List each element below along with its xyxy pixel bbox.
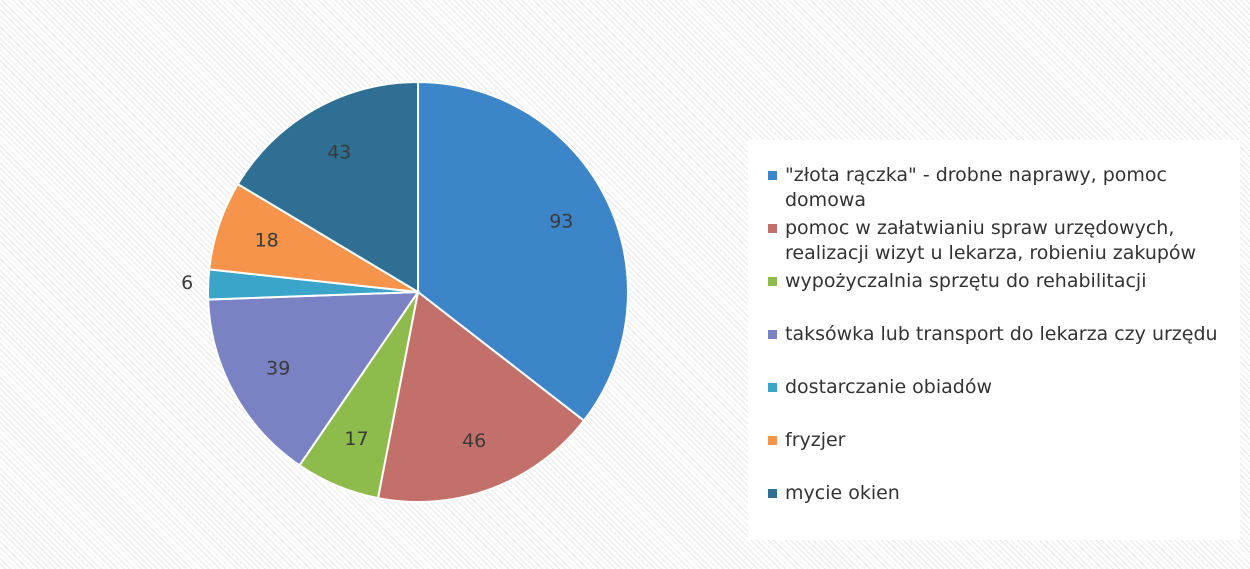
data-label: 18	[255, 230, 279, 252]
legend-item: fryzjer	[768, 428, 1228, 481]
data-label: 93	[549, 210, 573, 232]
data-label: 46	[462, 430, 486, 452]
legend-label: dostarczanie obiadów	[785, 376, 993, 398]
legend-item: taksówka lub transport do lekarza czy ur…	[768, 322, 1228, 375]
data-label: 43	[327, 142, 351, 164]
legend-item: dostarczanie obiadów	[768, 375, 1228, 428]
legend-item: mycie okien	[768, 481, 1228, 534]
data-label: 17	[344, 428, 368, 450]
legend: "złota rączka" - drobne naprawy, pomoc d…	[748, 140, 1240, 540]
legend-label: "złota rączka" - drobne naprawy, pomoc d…	[785, 164, 1167, 211]
legend-item: pomoc w załatwianiu spraw urzędowych, re…	[768, 216, 1228, 269]
legend-swatch	[768, 277, 777, 286]
legend-label: pomoc w załatwianiu spraw urzędowych, re…	[785, 217, 1197, 264]
legend-swatch	[768, 489, 777, 498]
legend-swatch	[768, 171, 777, 180]
pie-slice	[417, 80, 629, 423]
legend-item: wypożyczalnia sprzętu do rehabilitacji	[768, 269, 1228, 322]
pie-slice	[207, 290, 420, 467]
data-label: 6	[181, 272, 193, 294]
legend-swatch	[768, 436, 777, 445]
legend-item: "złota rączka" - drobne naprawy, pomoc d…	[768, 163, 1228, 216]
legend-swatch	[768, 224, 777, 233]
legend-label: wypożyczalnia sprzętu do rehabilitacji	[785, 270, 1147, 292]
pie-slice	[236, 80, 419, 294]
legend-label: fryzjer	[785, 429, 846, 451]
pie-slice	[376, 290, 586, 503]
data-label: 39	[266, 358, 290, 380]
legend-label: mycie okien	[785, 482, 900, 504]
legend-swatch	[768, 383, 777, 392]
legend-label: taksówka lub transport do lekarza czy ur…	[785, 323, 1218, 345]
legend-swatch	[768, 330, 777, 339]
